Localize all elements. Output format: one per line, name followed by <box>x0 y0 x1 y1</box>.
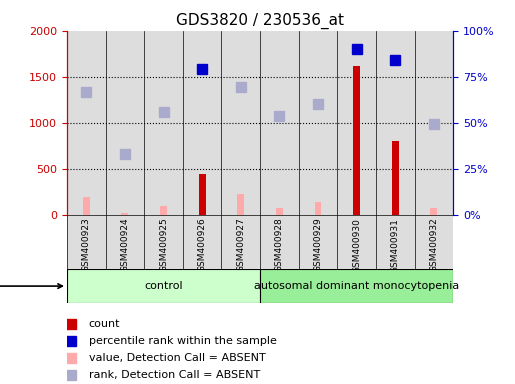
Bar <box>237 194 244 215</box>
Bar <box>415 31 453 215</box>
Bar <box>299 215 337 269</box>
Title: GDS3820 / 230536_at: GDS3820 / 230536_at <box>176 13 344 29</box>
Text: percentile rank within the sample: percentile rank within the sample <box>89 336 277 346</box>
Bar <box>67 31 106 215</box>
Bar <box>144 31 183 215</box>
Bar <box>67 215 106 269</box>
Bar <box>431 208 437 215</box>
Bar <box>122 213 128 215</box>
Bar <box>337 215 376 269</box>
Text: value, Detection Call = ABSENT: value, Detection Call = ABSENT <box>89 353 266 363</box>
Text: GSM400932: GSM400932 <box>430 218 438 273</box>
FancyBboxPatch shape <box>67 269 260 303</box>
Bar <box>260 215 299 269</box>
Bar <box>106 215 144 269</box>
Text: GSM400929: GSM400929 <box>314 218 322 273</box>
Bar <box>315 202 321 215</box>
Bar <box>221 215 260 269</box>
Bar <box>106 31 144 215</box>
Text: count: count <box>89 319 121 329</box>
Bar <box>199 204 205 215</box>
Text: GSM400927: GSM400927 <box>236 218 245 273</box>
Text: disease state: disease state <box>0 281 62 291</box>
Bar <box>83 197 90 215</box>
Bar <box>392 141 399 215</box>
FancyBboxPatch shape <box>260 269 453 303</box>
Bar <box>160 206 167 215</box>
Bar <box>276 208 283 215</box>
Bar <box>221 31 260 215</box>
Bar <box>353 66 360 215</box>
Text: GSM400926: GSM400926 <box>198 218 207 273</box>
Text: GSM400925: GSM400925 <box>159 218 168 273</box>
Bar <box>415 215 453 269</box>
Bar <box>337 31 376 215</box>
Text: GSM400928: GSM400928 <box>275 218 284 273</box>
Bar <box>260 31 299 215</box>
Bar <box>183 215 221 269</box>
Text: control: control <box>144 281 183 291</box>
Text: GSM400924: GSM400924 <box>121 218 129 272</box>
Bar <box>299 31 337 215</box>
Bar <box>199 174 205 215</box>
Bar <box>376 215 415 269</box>
Bar <box>376 31 415 215</box>
Text: GSM400931: GSM400931 <box>391 218 400 273</box>
Text: autosomal dominant monocytopenia: autosomal dominant monocytopenia <box>254 281 459 291</box>
Bar <box>183 31 221 215</box>
Text: GSM400930: GSM400930 <box>352 218 361 273</box>
Text: GSM400923: GSM400923 <box>82 218 91 273</box>
Text: rank, Detection Call = ABSENT: rank, Detection Call = ABSENT <box>89 370 260 380</box>
Bar <box>144 215 183 269</box>
